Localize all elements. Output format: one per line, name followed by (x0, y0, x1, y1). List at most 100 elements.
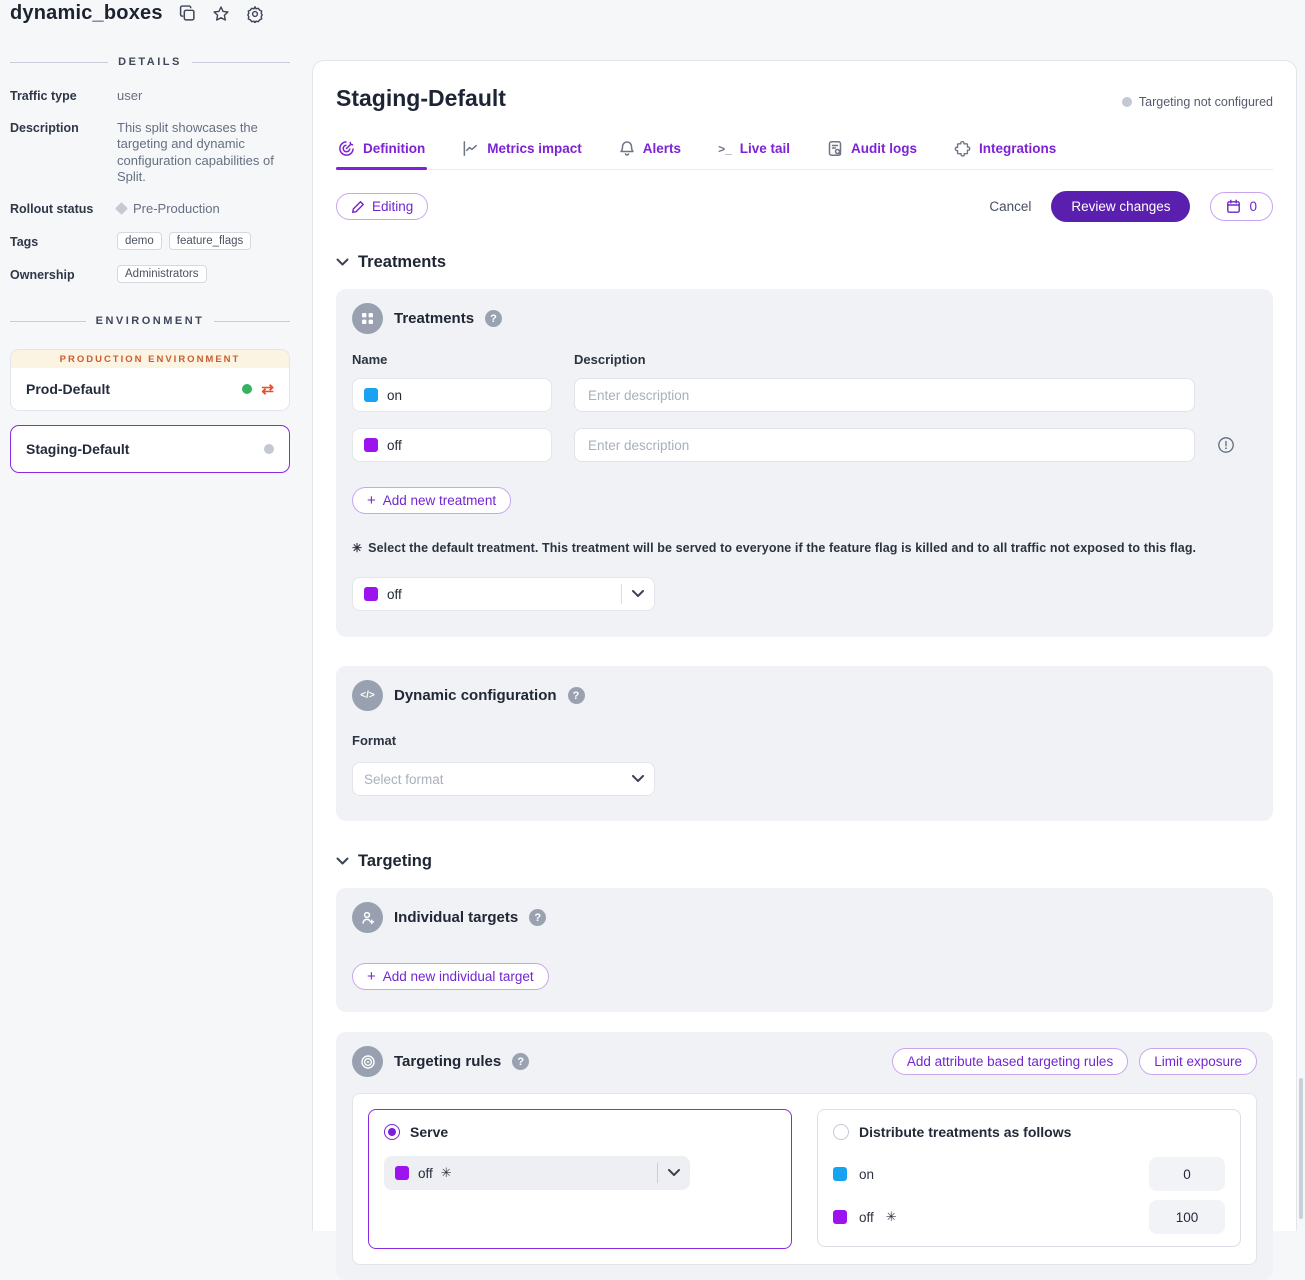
editing-label: Editing (372, 199, 414, 214)
help-icon[interactable]: ? (512, 1053, 530, 1070)
edit-toolbar: Editing Cancel Review changes 0 (336, 191, 1273, 222)
default-asterisk-icon: ✳ (440, 1165, 452, 1180)
treatment-name-input[interactable] (387, 387, 540, 403)
treatments-card-title: Treatments (394, 310, 475, 327)
environment-card-staging[interactable]: Staging-Default (10, 425, 290, 473)
serve-label: Serve (410, 1124, 449, 1140)
distribute-treatment-name: on (859, 1166, 875, 1182)
targeting-status: Targeting not configured (1121, 85, 1273, 109)
details-heading: DETAILS (10, 56, 290, 68)
help-icon[interactable]: ? (567, 687, 585, 704)
tab-alerts[interactable]: Alerts (617, 134, 683, 169)
vertical-scrollbar[interactable] (1299, 1078, 1303, 1219)
treatments-section-toggle[interactable]: Treatments (336, 253, 1273, 272)
limit-exposure-button[interactable]: Limit exposure (1139, 1048, 1257, 1075)
production-environment-banner: PRODUCTION ENVIRONMENT (11, 350, 289, 368)
default-treatment-value: off (387, 586, 402, 602)
review-changes-button[interactable]: Review changes (1051, 191, 1191, 222)
tab-integrations[interactable]: Integrations (952, 134, 1058, 169)
tab-label: Definition (363, 141, 426, 156)
treatment-name-input[interactable] (387, 437, 540, 453)
ownership-chip[interactable]: Administrators (117, 265, 207, 283)
terminal-icon: >_ (718, 141, 732, 156)
status-dot-gray-icon (264, 444, 274, 454)
serve-radio[interactable] (384, 1124, 400, 1140)
tab-label: Audit logs (851, 141, 918, 156)
default-asterisk-icon: ✳ (352, 541, 363, 555)
page-title: dynamic_boxes (10, 2, 163, 24)
tag-chip[interactable]: demo (117, 232, 162, 250)
gear-icon[interactable] (246, 5, 264, 23)
tab-label: Metrics impact (487, 141, 582, 156)
individual-targets-title: Individual targets (394, 909, 519, 926)
info-alert-icon[interactable] (1217, 436, 1257, 454)
treatment-color-swatch (364, 587, 378, 601)
tab-live-tail[interactable]: >_ Live tail (716, 134, 792, 169)
add-new-treatment-label: Add new treatment (382, 493, 497, 508)
treatments-grid-icon (352, 303, 383, 334)
targeting-status-text: Targeting not configured (1138, 95, 1273, 109)
pending-changes-count: 0 (1249, 199, 1257, 214)
distribute-radio[interactable] (833, 1124, 849, 1140)
definition-target-icon (338, 140, 355, 157)
distribute-rule-box[interactable]: Distribute treatments as follows on off … (817, 1109, 1241, 1247)
metrics-chart-icon (462, 140, 479, 157)
app-header: dynamic_boxes (10, 2, 264, 25)
treatment-description-input[interactable] (574, 378, 1195, 412)
pending-changes-button[interactable]: 0 (1210, 192, 1273, 221)
tab-bar: Definition Metrics impact Alerts >_ Live… (336, 134, 1273, 170)
treatment-name-field[interactable] (352, 378, 552, 412)
rollout-status-row: Rollout status Pre-Production (10, 201, 290, 218)
status-dot-green-icon (242, 384, 253, 394)
traffic-arrows-icon: ⇄ (261, 380, 274, 398)
treatment-name-field[interactable] (352, 428, 552, 462)
code-icon: </> (352, 680, 383, 711)
puzzle-icon (954, 140, 971, 157)
add-attribute-rules-button[interactable]: Add attribute based targeting rules (891, 1048, 1129, 1075)
add-new-individual-target-button[interactable]: + Add new individual target (352, 963, 549, 990)
calendar-icon (1226, 199, 1241, 214)
serve-treatment-value: off (418, 1165, 433, 1181)
description-label: Description (10, 120, 79, 135)
rollout-status-diamond-icon (115, 202, 128, 216)
description-column-label: Description (574, 352, 646, 367)
treatment-description-input[interactable] (574, 428, 1195, 462)
help-icon[interactable]: ? (529, 909, 547, 926)
cancel-button[interactable]: Cancel (989, 199, 1032, 214)
traffic-type-row: Traffic type user (10, 88, 290, 105)
tags-label: Tags (10, 234, 39, 249)
distribute-percentage-input[interactable] (1149, 1157, 1225, 1191)
tab-metrics-impact[interactable]: Metrics impact (460, 134, 584, 169)
targeting-status-dot-icon (1121, 97, 1132, 107)
environment-card-prod[interactable]: PRODUCTION ENVIRONMENT Prod-Default ⇄ (10, 349, 290, 411)
environment-title: Staging-Default (336, 85, 506, 111)
default-asterisk-icon: ✳ (885, 1209, 897, 1224)
default-treatment-select[interactable]: off (352, 577, 655, 611)
star-icon[interactable] (212, 5, 230, 23)
format-select[interactable]: Select format (352, 762, 655, 796)
default-treatment-note: ✳ Select the default treatment. This trea… (352, 541, 1197, 555)
targeting-section-toggle[interactable]: Targeting (336, 852, 1273, 871)
serve-treatment-select[interactable]: off ✳ (384, 1156, 690, 1190)
distribute-row: on (833, 1157, 1225, 1191)
environment-heading: ENVIRONMENT (10, 315, 290, 327)
distribute-percentage-input[interactable] (1149, 1200, 1225, 1234)
help-icon[interactable]: ? (485, 310, 503, 327)
dynamic-configuration-title: Dynamic configuration (394, 687, 557, 704)
description-value: This split showcases the targeting and d… (117, 119, 274, 185)
traffic-type-value: user (117, 88, 143, 103)
audit-log-icon (827, 140, 843, 157)
tag-chip[interactable]: feature_flags (168, 232, 252, 250)
individual-targets-card: Individual targets ? + Add new individua… (336, 888, 1273, 1012)
tab-definition[interactable]: Definition (336, 134, 428, 170)
copy-icon[interactable] (179, 5, 196, 22)
targeting-rules-title: Targeting rules (394, 1053, 502, 1070)
editing-button[interactable]: Editing (336, 193, 429, 220)
bell-icon (619, 140, 635, 157)
tab-audit-logs[interactable]: Audit logs (825, 134, 919, 169)
add-new-treatment-button[interactable]: + Add new treatment (352, 487, 512, 514)
serve-rule-box[interactable]: Serve off ✳ (368, 1109, 792, 1249)
pencil-icon (351, 200, 365, 214)
rollout-status-value: Pre-Production (133, 200, 220, 216)
distribute-row: off ✳ (833, 1200, 1225, 1234)
